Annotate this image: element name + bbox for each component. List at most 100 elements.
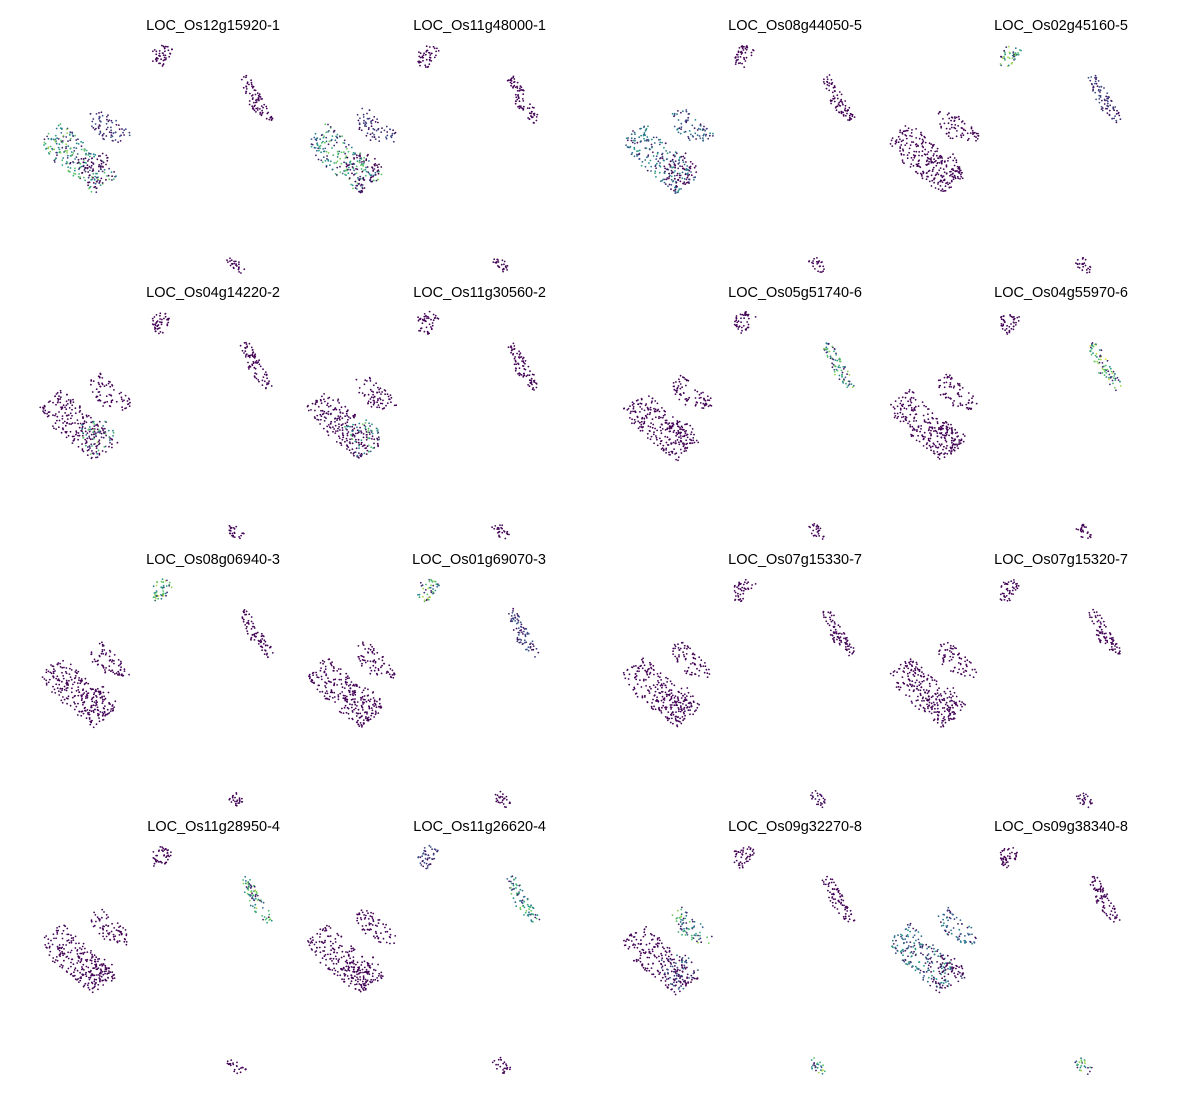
cell-point: [327, 680, 330, 683]
cell-point: [381, 391, 383, 393]
cell-point: [87, 428, 90, 431]
cell-point: [55, 428, 57, 430]
cell-point: [922, 140, 925, 143]
cell-point: [74, 675, 77, 677]
cell-point: [938, 458, 941, 460]
cell-point: [371, 430, 373, 432]
cell-point: [1092, 352, 1094, 354]
cell-point: [928, 180, 931, 183]
cell-point: [58, 694, 61, 696]
cell-point: [361, 161, 363, 163]
cell-point: [501, 268, 504, 271]
cell-point: [740, 53, 743, 55]
cell-point: [909, 413, 912, 416]
cell-point: [1089, 79, 1092, 82]
cell-point: [514, 367, 517, 369]
cell-point: [831, 91, 834, 94]
cell-point: [345, 146, 347, 148]
cell-point: [645, 678, 647, 681]
cell-point: [362, 641, 364, 644]
cell-point: [1006, 324, 1008, 327]
cell-point: [680, 155, 683, 158]
cell-point: [515, 96, 518, 99]
cell-point: [77, 161, 80, 164]
cell-point: [683, 450, 686, 453]
cell-point: [360, 183, 363, 186]
cell-point: [690, 171, 692, 173]
cell-point: [656, 162, 658, 165]
cell-point: [675, 711, 677, 713]
cell-point: [899, 411, 902, 414]
cell-point: [812, 534, 815, 537]
cell-point: [930, 160, 933, 163]
cell-point: [253, 633, 256, 635]
cell-point: [160, 58, 162, 61]
cell-point: [350, 434, 352, 436]
cell-point: [163, 56, 166, 59]
cell-point: [314, 403, 317, 405]
cell-point: [88, 445, 91, 447]
cell-point: [268, 118, 271, 121]
cell-point: [899, 408, 902, 411]
cell-point: [844, 114, 847, 117]
cell-point: [891, 145, 894, 148]
cell-point: [259, 365, 262, 368]
cell-point: [114, 700, 117, 703]
cell-point: [930, 434, 932, 437]
cell-point: [953, 449, 956, 452]
cell-point: [432, 588, 434, 590]
cell-point: [75, 156, 78, 159]
cell-point: [103, 711, 106, 714]
cell-point: [702, 391, 704, 394]
cell-point: [371, 423, 373, 426]
cell-point: [107, 120, 110, 123]
cell-point: [693, 127, 696, 130]
cell-point: [899, 129, 902, 132]
cell-point: [101, 695, 103, 698]
cell-point: [825, 351, 828, 354]
cell-point: [649, 159, 652, 162]
cell-point: [336, 150, 339, 153]
cell-point: [900, 400, 903, 402]
cell-point: [520, 629, 523, 631]
cell-point: [375, 672, 378, 675]
cell-point: [921, 401, 924, 403]
cell-point: [634, 139, 636, 142]
cell-point: [45, 148, 47, 150]
cell-point: [652, 136, 655, 139]
cell-point: [673, 114, 676, 117]
cell-point: [924, 148, 927, 151]
cell-point: [356, 160, 359, 163]
cell-point: [67, 434, 70, 437]
cell-point: [928, 444, 931, 447]
cell-point: [340, 151, 343, 154]
cell-point: [1017, 320, 1020, 322]
cell-point: [345, 155, 348, 158]
cell-point: [840, 112, 843, 115]
cell-point: [360, 430, 362, 432]
scatter-plot: [625, 45, 856, 273]
cell-point: [361, 445, 364, 448]
cell-point: [641, 429, 644, 432]
cell-point: [1085, 526, 1087, 529]
cell-point: [361, 655, 364, 658]
cell-point: [63, 685, 66, 688]
cell-point: [94, 689, 97, 692]
cell-point: [88, 155, 91, 158]
cell-point: [641, 695, 644, 698]
cell-point: [322, 136, 325, 139]
cell-point: [245, 92, 247, 95]
cell-point: [369, 139, 372, 142]
cell-point: [164, 592, 167, 595]
cell-point: [53, 148, 56, 151]
cell-point: [909, 166, 912, 168]
cell-point: [99, 430, 102, 433]
cell-point: [428, 580, 431, 583]
cell-point: [261, 379, 264, 382]
cell-point: [742, 324, 745, 327]
cell-point: [314, 409, 316, 412]
cell-point: [364, 711, 367, 713]
cell-point: [96, 444, 99, 447]
cell-point: [945, 421, 948, 424]
cell-point: [68, 679, 70, 682]
